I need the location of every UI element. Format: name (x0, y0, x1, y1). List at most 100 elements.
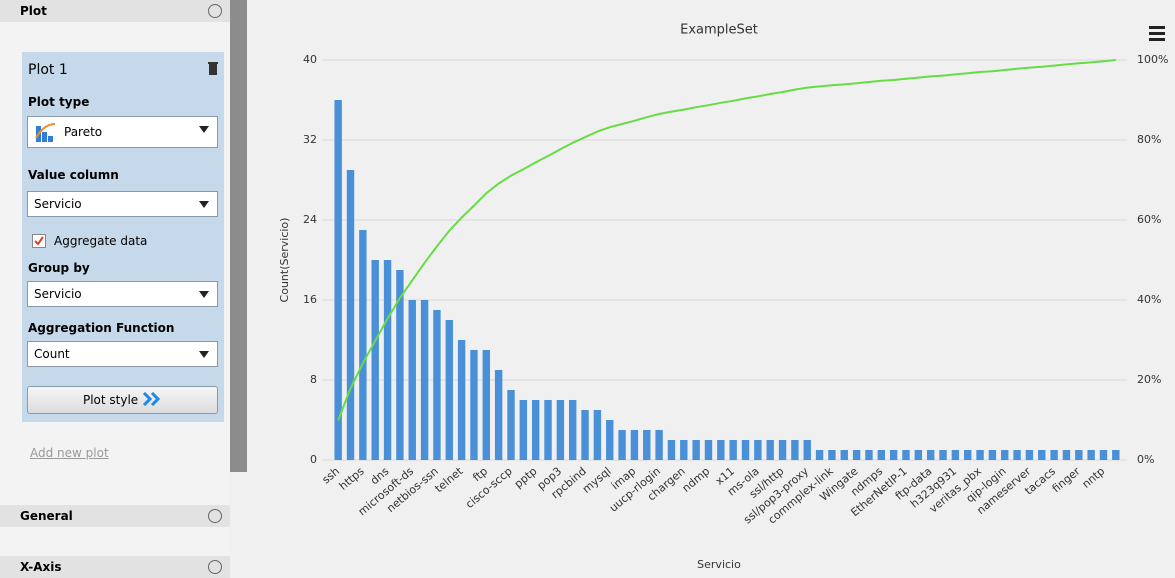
checkbox-label: Aggregate data (54, 234, 148, 248)
pareto-icon (35, 123, 56, 142)
y-tick-label: 0 (310, 453, 317, 466)
bar (939, 450, 947, 460)
section-header[interactable]: X-Axis (0, 556, 230, 578)
bar (371, 260, 379, 460)
label: Plot type (28, 95, 90, 109)
x-tick-label: nntp (1080, 465, 1108, 491)
bar (704, 440, 713, 460)
x-tick-label: finger (1050, 464, 1083, 495)
dropdown-value: Count (34, 347, 70, 361)
bar (877, 450, 885, 460)
bar (470, 350, 478, 460)
button-text: Plot style (82, 393, 139, 407)
y2-tick-label: 60% (1137, 213, 1161, 226)
y2-tick-label: 20% (1137, 373, 1161, 386)
bar (593, 410, 602, 460)
dropdown-value: Servicio (34, 287, 82, 301)
splitter[interactable] (230, 0, 247, 472)
bar (618, 430, 626, 460)
add-plot-link[interactable]: Add new plot (30, 446, 109, 460)
dropdown[interactable]: Pareto (27, 116, 218, 148)
bar (791, 440, 799, 460)
y-tick-label: 40 (303, 53, 317, 66)
bar (581, 410, 589, 460)
bar (383, 260, 392, 460)
bar (926, 450, 935, 460)
bar (729, 440, 737, 460)
y2-tick-label: 100% (1137, 53, 1168, 66)
bar (445, 320, 453, 460)
x-tick-label: ndmp (680, 465, 713, 495)
section-header[interactable]: General (0, 505, 230, 527)
bar (359, 230, 367, 460)
bar (667, 440, 676, 460)
bar (519, 400, 528, 460)
y-tick-label: 8 (310, 373, 317, 386)
dropdown-value: Servicio (34, 197, 82, 211)
bar (507, 390, 515, 460)
bar (482, 350, 490, 460)
plot-style-button[interactable]: Plot style (27, 386, 218, 414)
delete-icon[interactable] (208, 62, 218, 76)
bar (346, 170, 355, 460)
y2-tick-label: 80% (1137, 133, 1161, 146)
bar (1075, 450, 1083, 460)
bar (1087, 450, 1095, 460)
bar (914, 450, 923, 460)
bar (951, 450, 960, 460)
bar (828, 450, 836, 460)
bar (655, 430, 663, 460)
bar (865, 450, 873, 460)
label: Value column (28, 168, 119, 182)
bar (544, 400, 552, 460)
bar (1050, 450, 1058, 460)
bar (420, 300, 429, 460)
menu-icon[interactable] (1149, 26, 1165, 41)
bar (643, 430, 651, 460)
x-tick-label: telnet (432, 464, 466, 495)
bar (396, 270, 404, 460)
bar (606, 420, 614, 460)
bar (1062, 450, 1071, 460)
x-tick-label: https (337, 464, 367, 492)
checkbox[interactable] (32, 234, 46, 248)
chart-title: ExampleSet (680, 23, 758, 38)
label: Group by (28, 261, 90, 275)
y-tick-label: 16 (303, 293, 317, 306)
bar (630, 430, 639, 460)
header-text: X-Axis (20, 560, 62, 574)
y2-tick-label: 0% (1137, 453, 1154, 466)
bar (494, 370, 503, 460)
sidebar: Plot Plot 1 Plot type Pareto Value colum… (0, 0, 230, 578)
bar (334, 100, 342, 460)
dropdown[interactable]: Count (27, 341, 218, 367)
bar (692, 440, 700, 460)
bar (569, 400, 577, 460)
bar (680, 440, 688, 460)
bar (433, 310, 441, 460)
cumulative-line (337, 59, 1116, 421)
bar (741, 440, 750, 460)
bar (803, 440, 811, 460)
x-tick-label: pptp (512, 465, 540, 491)
y-tick-label: 24 (303, 213, 317, 226)
dropdown[interactable]: Servicio (27, 281, 218, 307)
section-header[interactable]: Plot (0, 0, 230, 22)
bar (1025, 450, 1034, 460)
plot-name: Plot 1 (28, 62, 68, 78)
bar (778, 440, 787, 460)
bar (964, 450, 972, 460)
bar (852, 450, 861, 460)
bar (408, 300, 416, 460)
bar (1013, 450, 1021, 460)
bar (754, 440, 762, 460)
bar (988, 450, 997, 460)
y-tick-label: 32 (303, 133, 317, 146)
dropdown[interactable]: Servicio (27, 191, 218, 217)
x-tick-label: mysql (580, 465, 614, 496)
bar (976, 450, 984, 460)
header-text: Plot (20, 4, 47, 18)
x-tick-label: cisco-sccp (463, 465, 515, 511)
bar (457, 340, 466, 460)
